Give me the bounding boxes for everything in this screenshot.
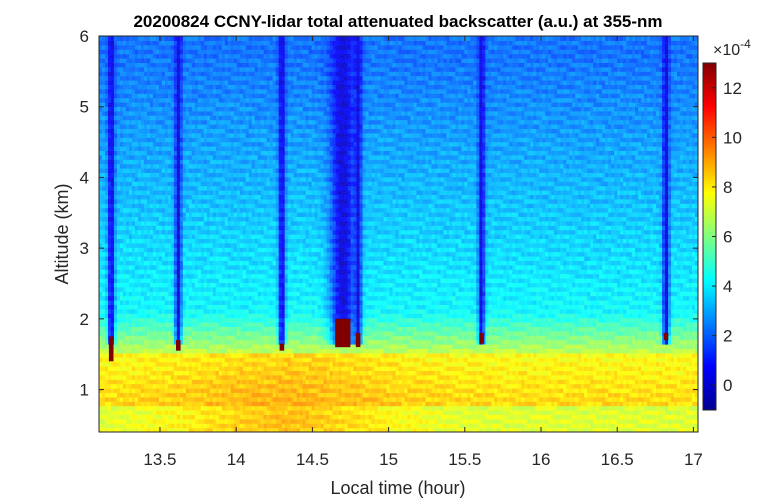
plot-area <box>99 36 698 432</box>
chart-title: 20200824 CCNY-lidar total attenuated bac… <box>133 12 662 31</box>
